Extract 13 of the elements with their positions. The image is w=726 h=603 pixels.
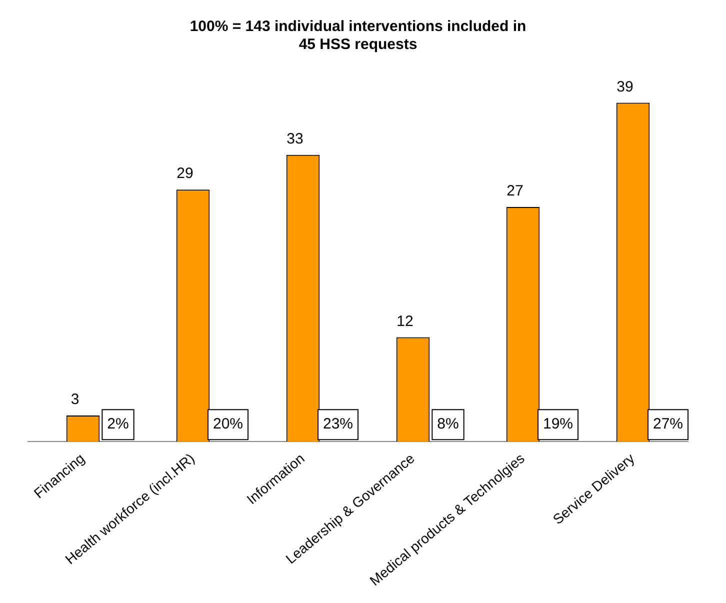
annotation: 20% bbox=[212, 416, 244, 433]
chart-title: 100% = 143 individual interventions included in 45 HSS requests bbox=[190, 18, 526, 54]
data-label: 29 bbox=[176, 165, 194, 182]
data-label: 3 bbox=[70, 391, 80, 408]
annotation: 27% bbox=[652, 416, 684, 433]
data-label: 33 bbox=[286, 130, 304, 148]
data-label: 27 bbox=[506, 182, 524, 200]
annotation: 8% bbox=[437, 416, 459, 433]
annotation: 19% bbox=[542, 416, 574, 433]
annotation: 23% bbox=[322, 416, 354, 433]
data-label: 12 bbox=[396, 312, 414, 330]
annotation: 2% bbox=[107, 416, 129, 433]
data-label: 39 bbox=[616, 78, 634, 96]
